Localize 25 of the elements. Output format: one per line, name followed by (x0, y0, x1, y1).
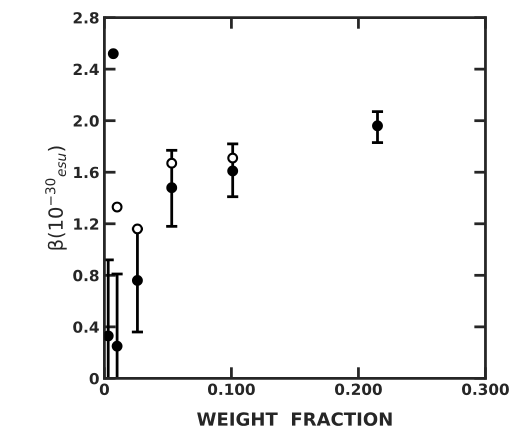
x-tick-label: 0.200 (335, 384, 382, 396)
x-axis-title: WEIGHT FRACTION (197, 412, 392, 426)
y-tick-label: 2.4 (74, 64, 99, 75)
point (227, 152, 238, 164)
y-axis-title: β(10$^{−30}$$_{esu}$) (45, 146, 67, 250)
y-tick-label: 0.8 (73, 270, 99, 282)
y-tick-label: 2.8 (74, 12, 99, 24)
point (372, 120, 383, 132)
point (112, 202, 123, 212)
point (227, 166, 238, 176)
point (132, 223, 143, 234)
y-tick-label: 2.0 (74, 115, 99, 127)
point (166, 158, 178, 169)
x-tick-label: 0.100 (208, 384, 255, 396)
point (132, 275, 143, 286)
point (108, 48, 119, 60)
point (104, 330, 114, 342)
point (166, 182, 178, 194)
x-tick-label: 0.300 (462, 384, 509, 396)
y-tick-label: 1.2 (74, 218, 98, 230)
y-tick-label: 1.6 (74, 166, 99, 178)
point (112, 340, 123, 352)
x-tick-label: 0 (100, 384, 109, 396)
y-tick-label: 0.4 (73, 321, 99, 333)
y-tick-label: 0 (90, 372, 99, 384)
